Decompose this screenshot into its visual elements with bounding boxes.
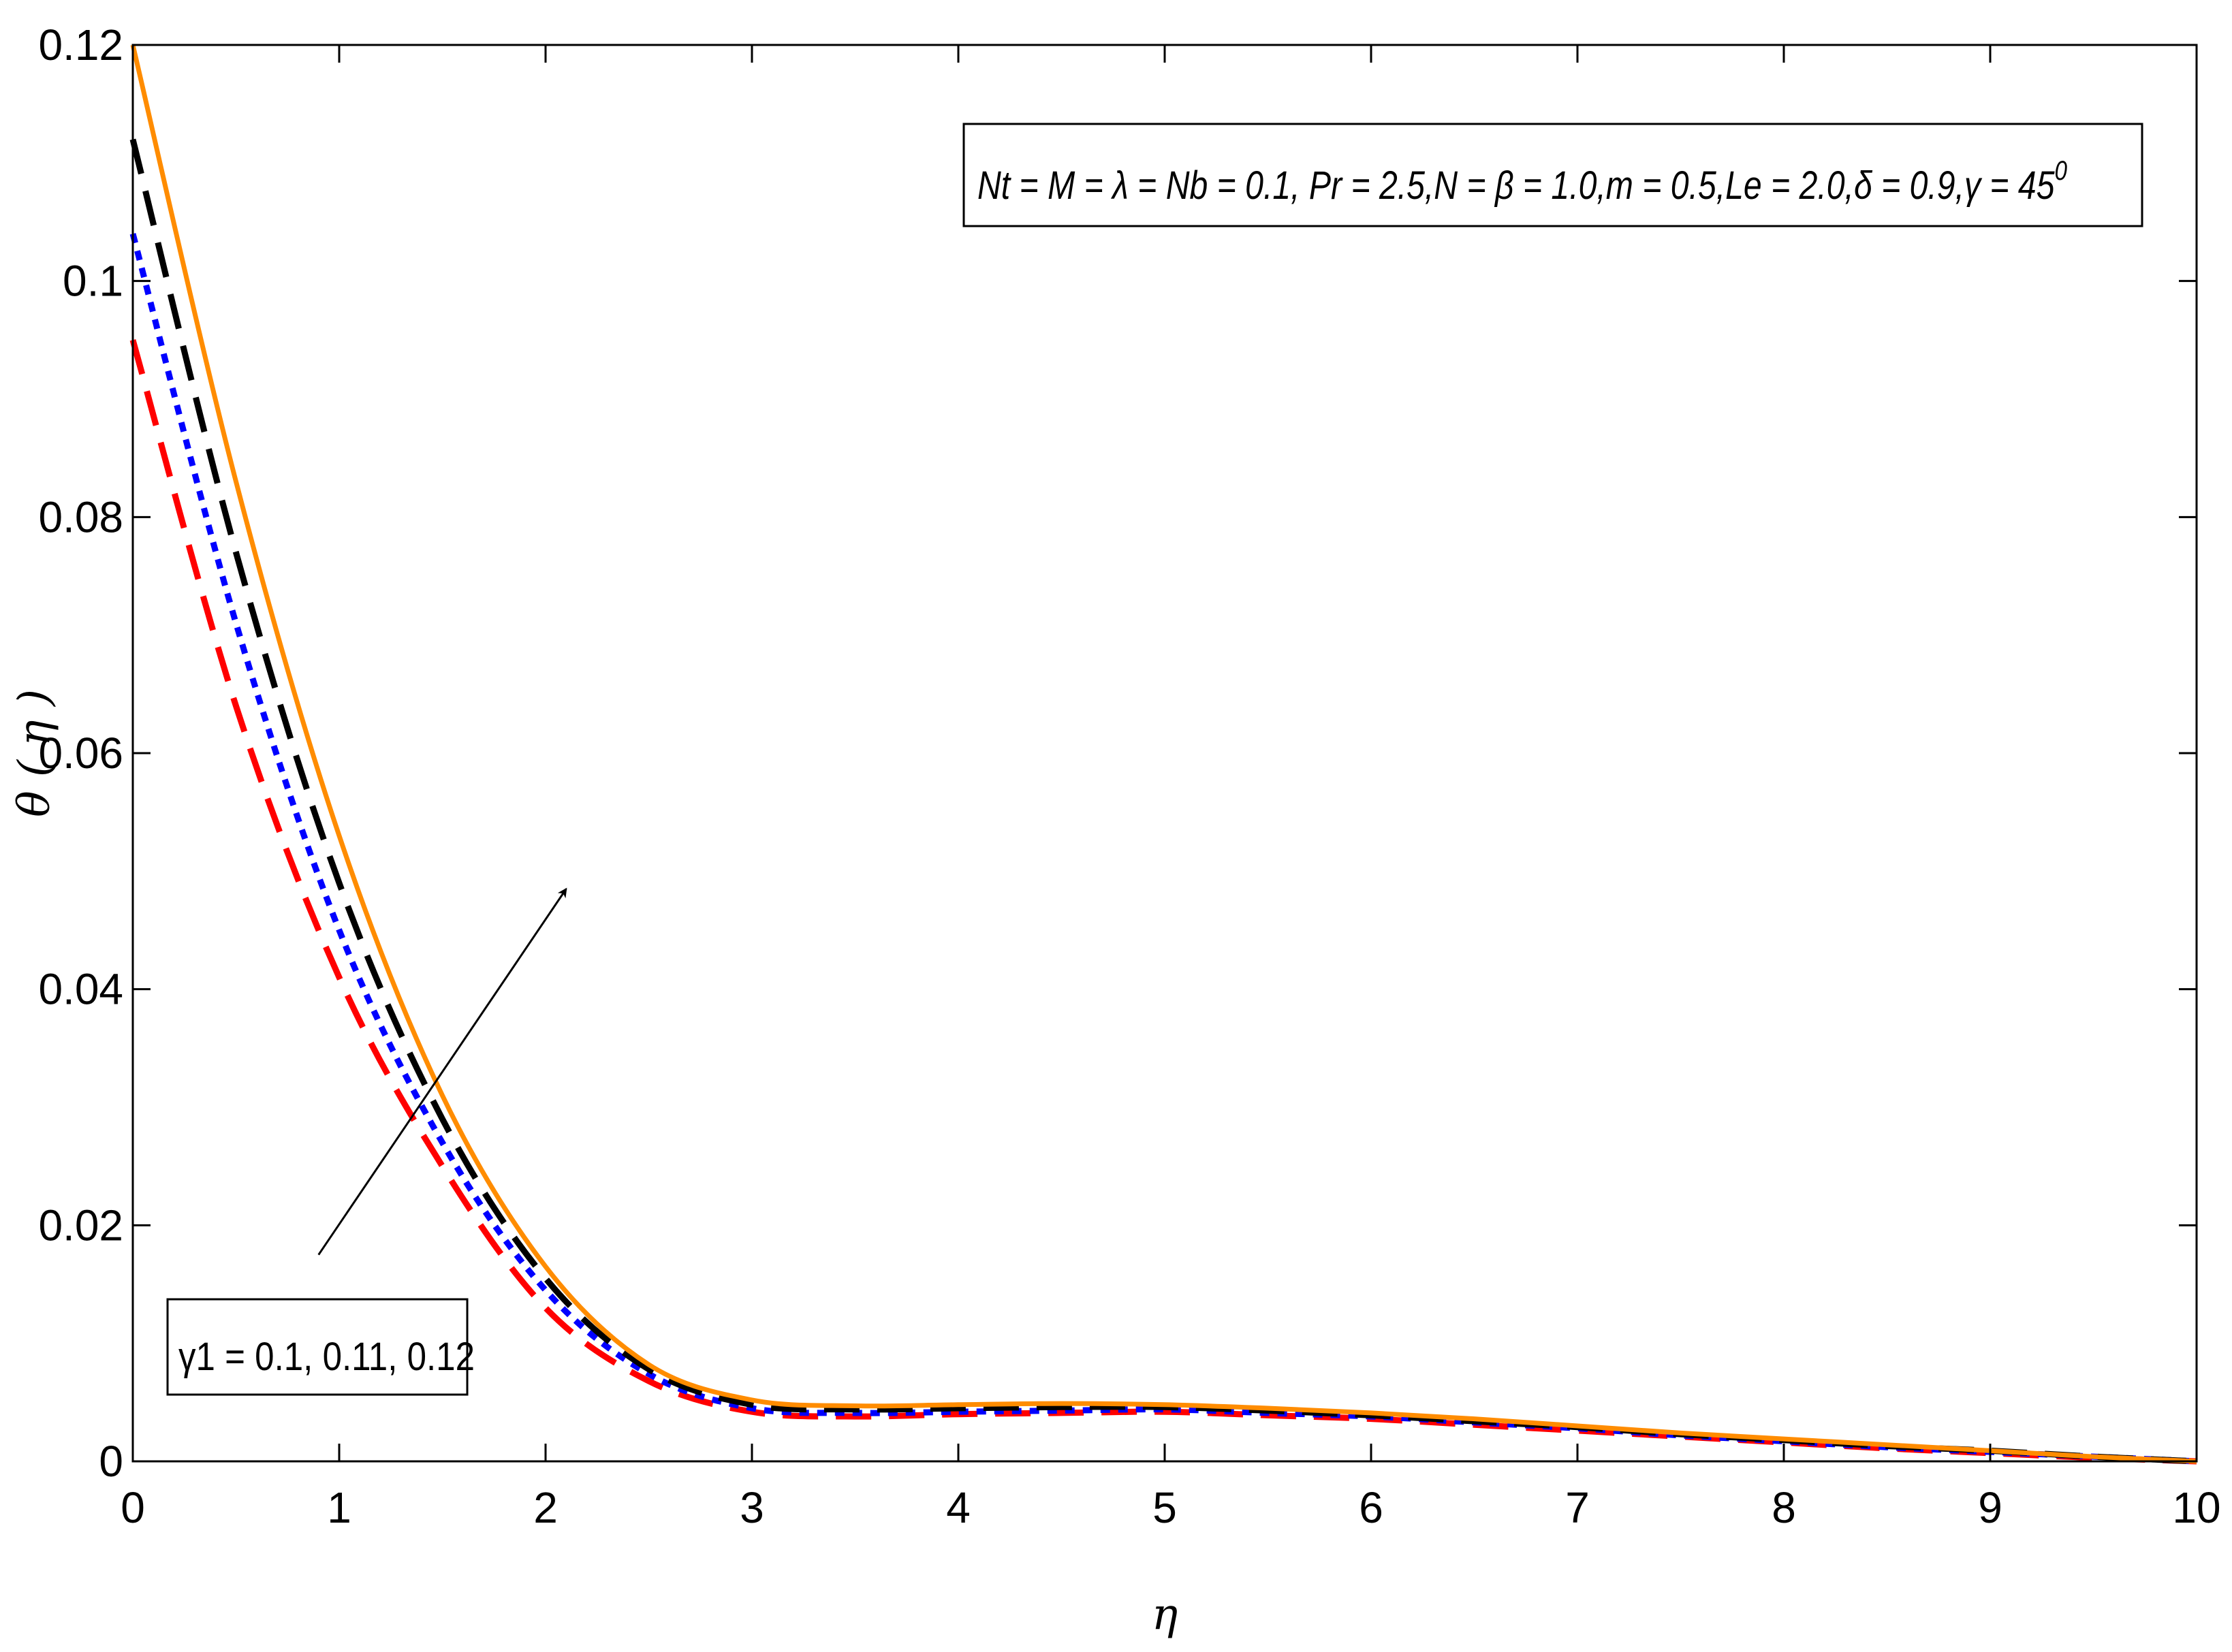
x-axis-label: η [1152,1589,1178,1640]
series-layer [129,44,2197,1465]
y-tick-label: 0.08 [38,492,123,541]
y-tick-label: 0.12 [38,20,123,69]
x-tick-label: 4 [946,1483,971,1532]
params-superscript: 0 [2055,156,2067,186]
y-tick-label: 0.06 [38,729,123,778]
x-tick-label: 1 [327,1483,351,1532]
x-tick-label: 3 [740,1483,764,1532]
x-tick-label: 8 [1772,1483,1796,1532]
legend-box [166,1298,469,1396]
legend-label: γ1 = 0.1, 0.11, 0.12 [178,1335,475,1379]
y-tick-label: 0 [99,1437,123,1486]
y-axis-label: θ ( η ) [10,689,60,817]
ticks-layer: 0 1 2 3 4 5 6 7 8 9 10 0 0.02 0.04 0.06 0.08 0.1 0.12 [38,20,2220,1532]
x-tick-label: 2 [533,1483,558,1532]
plot-frame [131,44,2198,1463]
series-line-4 [130,44,2197,1464]
x-tick-label: 5 [1152,1483,1177,1532]
x-tick-label: 7 [1565,1483,1590,1532]
x-tick-label: 10 [2172,1483,2220,1532]
plot-background [133,45,2197,1461]
y-tick-label: 0.1 [63,257,123,306]
x-tick-label: 6 [1359,1483,1383,1532]
x-tick-label: 9 [1978,1483,2002,1532]
x-tick-label: 0 [121,1483,145,1532]
params-text: Nt = M = λ = Nb = 0.1, Pr = 2.5,N = β = … [977,163,2055,208]
trend-arrow [317,887,567,1256]
y-tick-label: 0.02 [38,1201,123,1250]
params-annotation: Nt = M = λ = Nb = 0.1, Pr = 2.5,N = β = … [977,156,2067,208]
y-tick-label: 0.04 [38,965,123,1014]
params-box [962,123,2143,227]
